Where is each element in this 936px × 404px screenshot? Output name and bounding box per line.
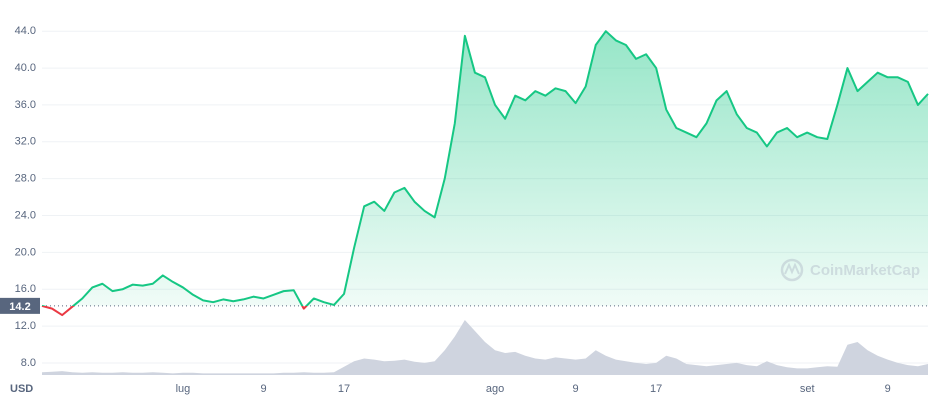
baseline-label-box bbox=[0, 297, 40, 314]
y-tick-label: 24.0 bbox=[15, 209, 36, 221]
x-tick-label: 9 bbox=[260, 383, 266, 395]
x-tick-label: 17 bbox=[650, 383, 662, 395]
volume-area bbox=[42, 320, 928, 375]
y-tick-label: 20.0 bbox=[15, 246, 36, 258]
x-tick-label: ago bbox=[486, 383, 504, 395]
y-tick-label: 28.0 bbox=[15, 173, 36, 185]
watermark-text: CoinMarketCap bbox=[810, 262, 920, 279]
y-tick-label: 8.0 bbox=[21, 357, 36, 369]
y-tick-label: 40.0 bbox=[15, 62, 36, 74]
currency-label: USD bbox=[10, 383, 33, 395]
y-tick-label: 36.0 bbox=[15, 99, 36, 111]
baseline-label: 14.2 bbox=[9, 301, 30, 313]
watermark: CoinMarketCap bbox=[780, 258, 920, 282]
y-tick-label: 12.0 bbox=[15, 320, 36, 332]
x-tick-label: 9 bbox=[885, 383, 891, 395]
y-tick-label: 44.0 bbox=[15, 25, 36, 37]
x-tick-label: 17 bbox=[338, 383, 350, 395]
y-tick-label: 16.0 bbox=[15, 283, 36, 295]
price-area bbox=[42, 31, 928, 306]
y-tick-label: 32.0 bbox=[15, 136, 36, 148]
x-tick-label: set bbox=[800, 383, 815, 395]
price-line bbox=[41, 30, 929, 317]
x-tick-label: lug bbox=[176, 383, 191, 395]
x-tick-label: 9 bbox=[573, 383, 579, 395]
